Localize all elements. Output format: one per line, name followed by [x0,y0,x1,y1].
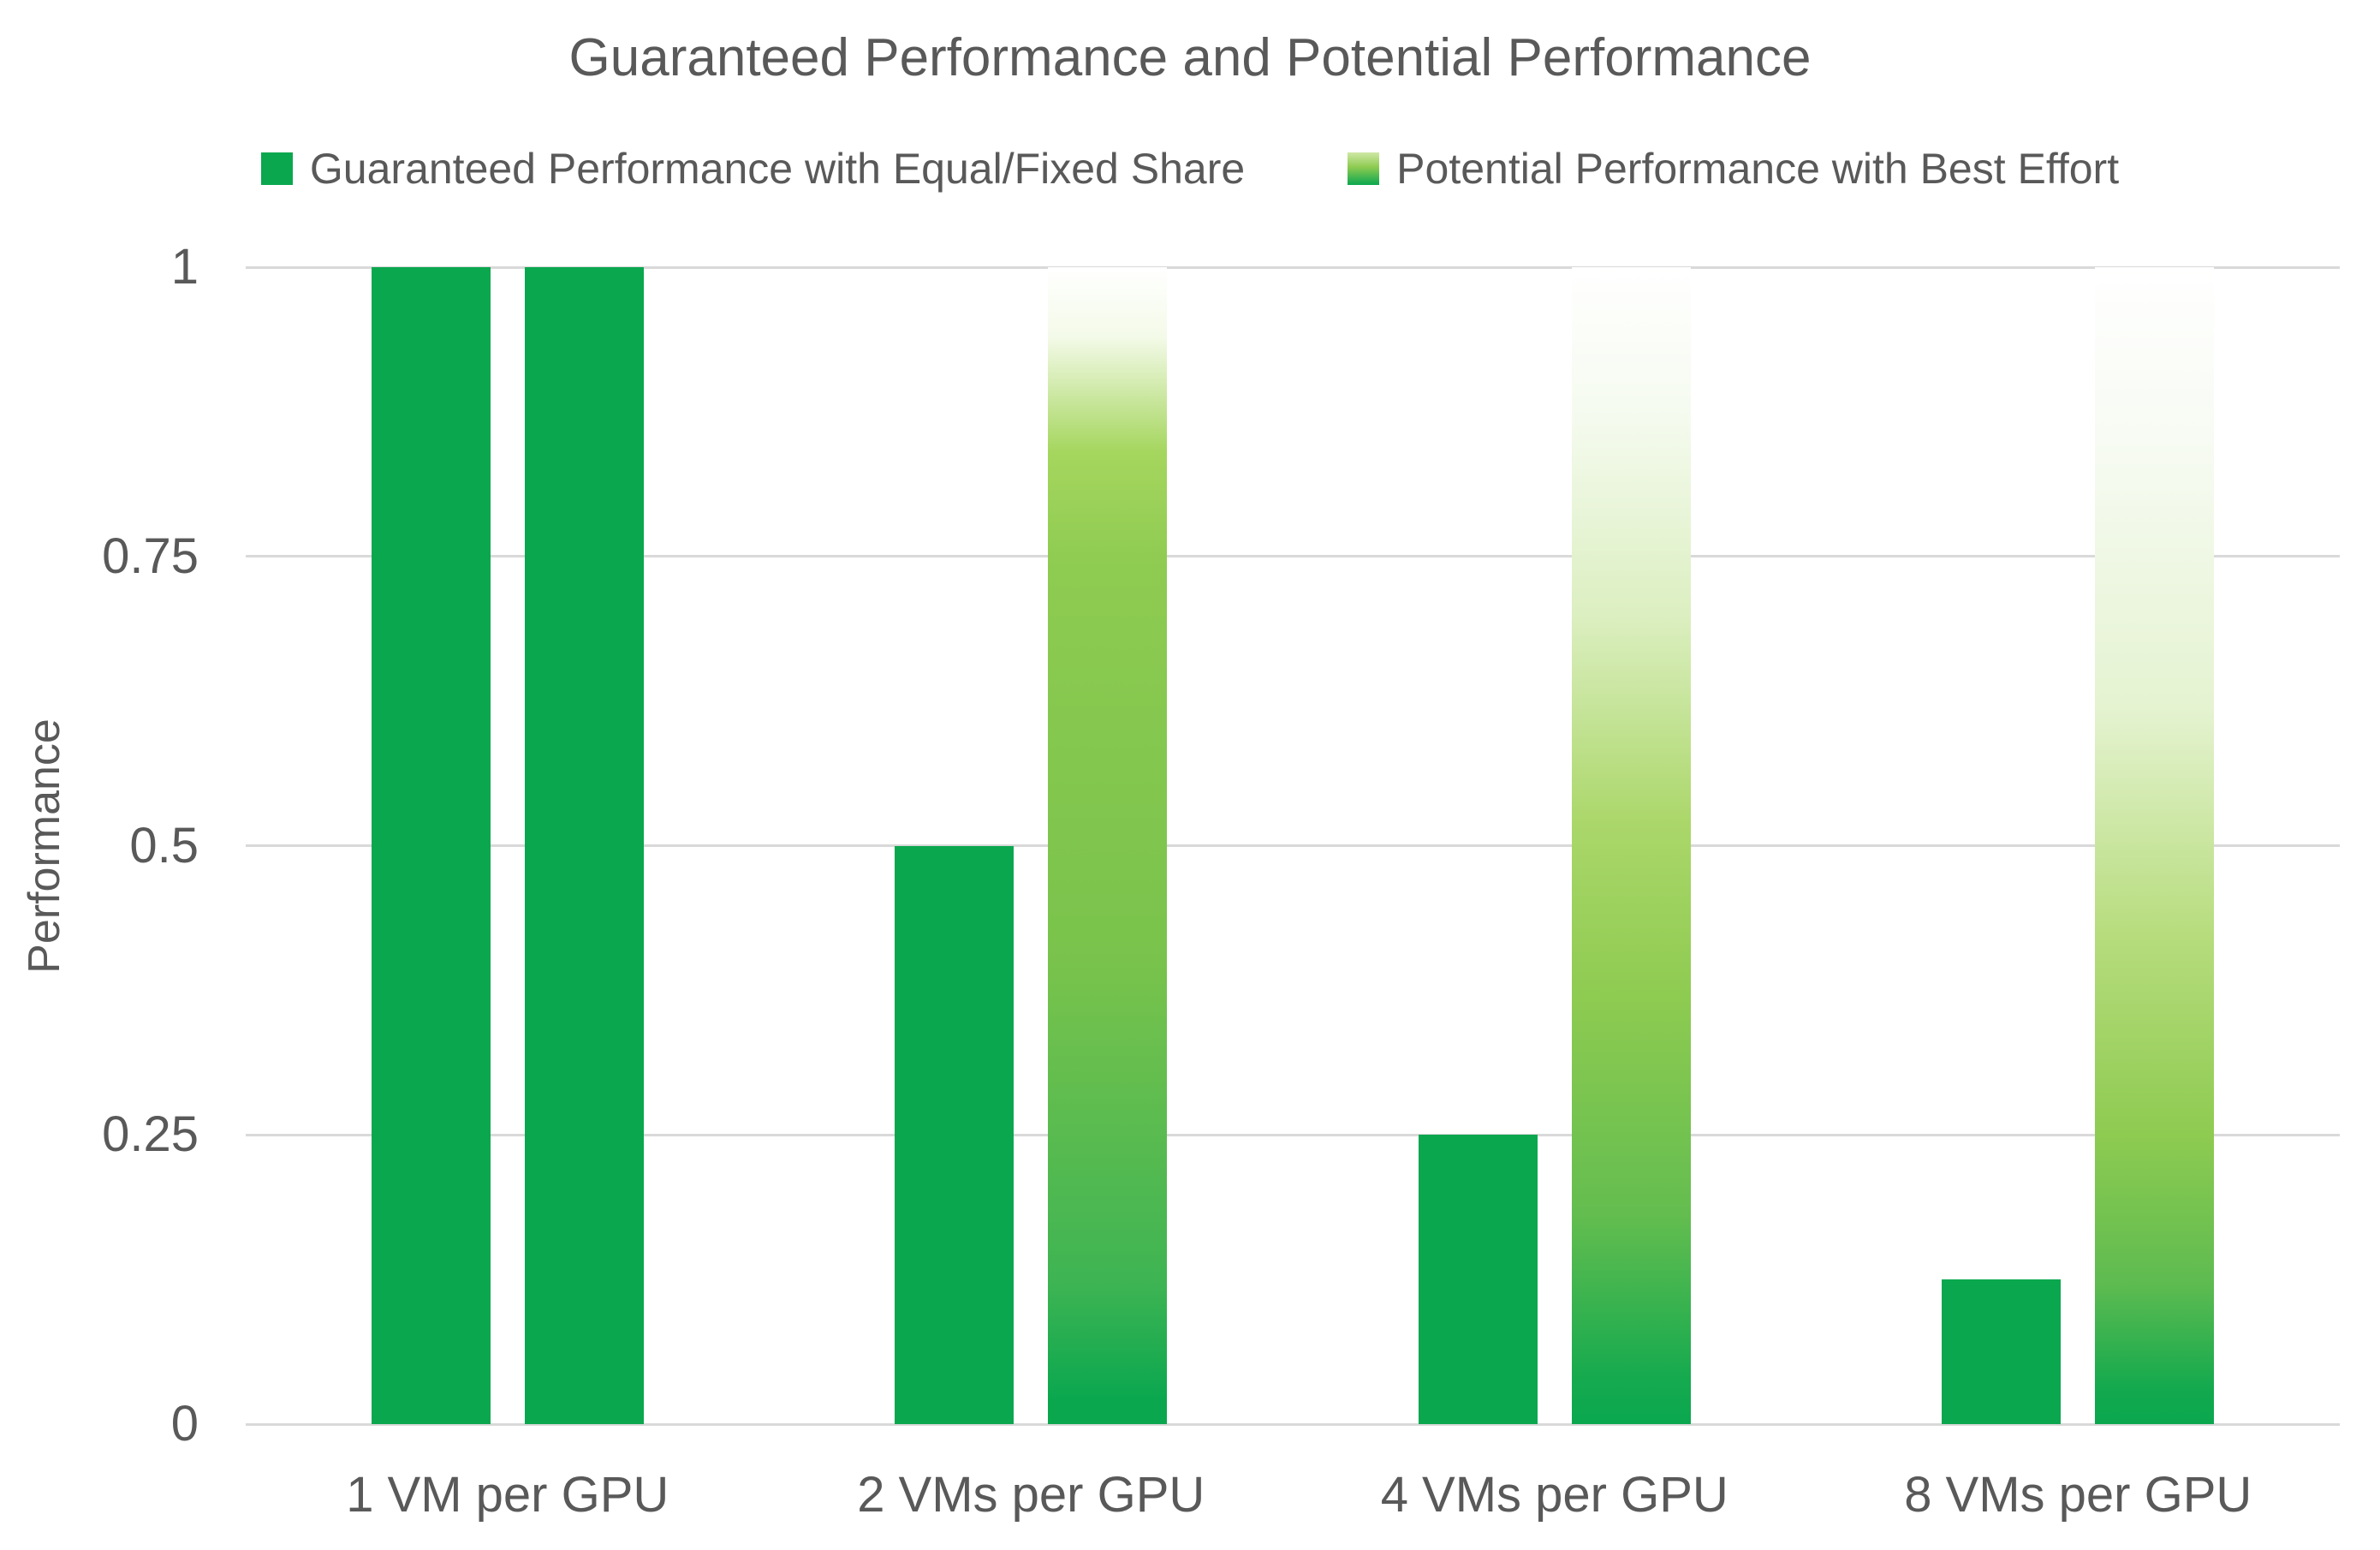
bar-potential [2095,267,2215,1424]
bar-potential [1048,267,1168,1424]
bar-potential [1571,267,1691,1424]
gridline [246,265,2340,269]
legend-item-potential: Potential Performance with Best Effort [1348,144,2119,194]
x-category-label: 8 VMs per GPU [1904,1467,2252,1523]
legend-label-guaranteed: Guaranteed Performance with Equal/Fixed … [309,145,1246,193]
y-tick-label: 0.25 [102,1106,199,1163]
y-tick-label: 0 [170,1396,199,1452]
gridline [246,555,2340,558]
gridline [246,844,2340,847]
plot-area [246,265,2340,1426]
legend-swatch-potential-icon [1348,152,1380,185]
y-tick-label: 0.75 [102,528,199,584]
x-category-label: 2 VMs per GPU [857,1467,1205,1523]
bar-guaranteed [1418,1135,1538,1424]
y-tick-label: 0.5 [129,817,199,873]
gridline [246,1133,2340,1136]
legend-swatch-guaranteed-icon [260,152,293,185]
bar-guaranteed [895,845,1014,1424]
gridline [246,1422,2340,1426]
y-tick-label: 1 [170,239,199,295]
x-category-label: 4 VMs per GPU [1380,1467,1728,1523]
x-category-label: 1 VM per GPU [346,1467,669,1523]
bar-potential [524,267,644,1424]
chart-title: Guaranteed Performance and Potential Per… [568,28,1812,87]
bar-guaranteed [371,267,491,1424]
legend-label-potential: Potential Performance with Best Effort [1396,145,2120,193]
legend-item-guaranteed: Guaranteed Performance with Equal/Fixed … [260,144,1246,194]
bar-guaranteed [1942,1279,2062,1424]
legend: Guaranteed Performance with Equal/Fixed … [0,144,2380,194]
